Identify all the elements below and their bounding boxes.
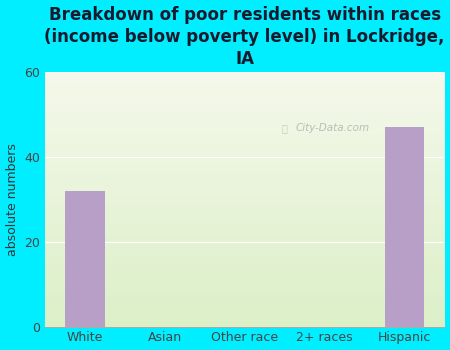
Text: City-Data.com: City-Data.com [296,123,369,133]
Bar [65,191,105,327]
Y-axis label: absolute numbers: absolute numbers [5,143,18,256]
Title: Breakdown of poor residents within races
(income below poverty level) in Lockrid: Breakdown of poor residents within races… [45,6,445,68]
Bar [384,127,424,327]
Text: 🔍: 🔍 [282,123,288,133]
